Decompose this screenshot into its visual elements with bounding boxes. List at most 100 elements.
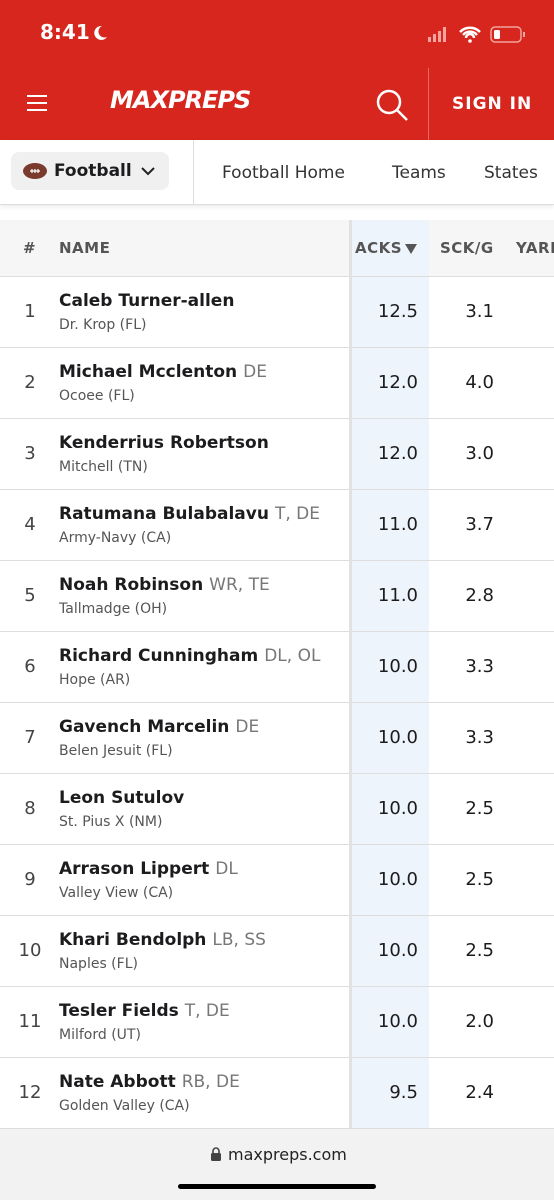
school: Hope (AR) [59,672,131,688]
sign-in-button[interactable]: SIGN IN [452,94,533,114]
player-position: WR, TE [209,575,270,595]
logo[interactable]: MAXPREPS [110,86,251,114]
moon-icon [94,25,107,40]
sport-name: Football [54,161,132,181]
player-line: Tesler Fields T, DE [59,1001,230,1021]
player-line: Arrason Lippert DL [59,859,238,879]
column-header[interactable]: ACKS [355,239,403,257]
divider [428,68,429,140]
player-name[interactable]: Leon Sutulov [59,788,185,808]
nav-link[interactable]: Teams [392,163,446,183]
table-row: 11 Tesler Fields T, DE Milford (UT) 10.0 2.0 [0,987,554,1058]
sacks-per-game: 2.5 [465,798,494,819]
table-row: 4 Ratumana Bulabalavu T, DE Army-Navy (CA) 1… [0,490,554,561]
sacks: 10.0 [377,727,418,748]
sacks: 12.0 [377,372,418,393]
sacks-per-game: 2.0 [465,1011,494,1032]
player-name[interactable]: Gavench Marcelin [59,717,230,737]
sacks-per-game: 3.7 [465,514,494,535]
sacks-per-game: 2.4 [465,1082,494,1103]
url[interactable]: maxpreps.com [228,1145,347,1164]
sacks: 10.0 [377,1011,418,1032]
player-line: Kenderrius Robertson [59,433,269,453]
rank: 8 [24,798,36,819]
rank: 11 [18,1011,42,1032]
school: Belen Jesuit (FL) [59,743,173,759]
nav-link[interactable]: States [484,163,538,183]
table-row: 3 Kenderrius Robertson Mitchell (TN) 12.0 3.… [0,419,554,490]
player-line: Caleb Turner-allen [59,291,234,311]
player-name[interactable]: Kenderrius Robertson [59,433,269,453]
home-indicator [178,1184,376,1189]
sacks: 10.0 [377,869,418,890]
school: St. Pius X (NM) [59,814,163,830]
lock-icon [211,1147,221,1161]
rank: 3 [24,443,36,464]
player-position: DE [235,717,260,737]
player-name[interactable]: Noah Robinson [59,575,204,595]
player-line: Khari Bendolph LB, SS [59,930,266,950]
player-line: Michael Mcclenton DE [59,362,267,382]
sacks: 11.0 [377,514,418,535]
sacks: 10.0 [377,798,418,819]
sacks-per-game: 2.5 [465,940,494,961]
sport-selector[interactable]: Football [11,152,169,190]
rank: 2 [24,372,36,393]
rank: 9 [24,869,36,890]
sacks: 9.5 [389,1082,418,1103]
table-row: 1 Caleb Turner-allen Dr. Krop (FL) 12.5 3.1 [0,277,554,348]
player-line: Nate Abbott RB, DE [59,1072,240,1092]
divider [193,140,194,204]
player-position: T, DE [274,504,320,524]
table-header: # NAME ACKS SCK/G YARDS [0,220,554,277]
player-position: RB, DE [181,1072,240,1092]
column-header[interactable]: SCK/G [440,239,494,257]
player-name[interactable]: Richard Cunningham [59,646,259,666]
school: Army-Navy (CA) [59,530,172,546]
sacks-per-game: 3.3 [465,727,494,748]
player-line: Richard Cunningham DL, OL [59,646,320,666]
search-button[interactable] [375,88,409,122]
player-name[interactable]: Nate Abbott [59,1072,176,1092]
browser-bar: maxpreps.com [0,1128,554,1200]
nav-link[interactable]: Football Home [222,163,345,183]
player-position: DE [243,362,267,382]
sport-nav: Football Football Home Teams States [0,140,554,205]
table-body: 1 Caleb Turner-allen Dr. Krop (FL) 12.5 3.1 2… [0,277,554,1128]
player-position: T, DE [184,1001,230,1021]
menu-button[interactable] [27,94,49,112]
table-row: 6 Richard Cunningham DL, OL Hope (AR) 10.0 3.… [0,632,554,703]
player-line: Ratumana Bulabalavu T, DE [59,504,320,524]
sacks-per-game: 4.0 [465,372,494,393]
player-position: DL, OL [264,646,321,666]
table-row: 12 Nate Abbott RB, DE Golden Valley (CA) 9.5… [0,1058,554,1128]
player-name[interactable]: Tesler Fields [59,1001,179,1021]
sacks: 12.5 [377,301,418,322]
status-icons [428,26,525,43]
chevron [141,167,155,176]
player-line: Gavench Marcelin DE [59,717,259,737]
player-name[interactable]: Michael Mcclenton [59,362,238,382]
player-line: Leon Sutulov [59,788,184,808]
frozen-divider [349,220,352,1128]
player-name[interactable]: Ratumana Bulabalavu [59,504,269,524]
rank: 10 [18,940,42,961]
column-header[interactable]: NAME [59,239,111,257]
sacks: 10.0 [377,656,418,677]
sacks-per-game: 3.1 [465,301,494,322]
player-name[interactable]: Arrason Lippert [59,859,210,879]
player-position: DL [215,859,238,879]
school: Dr. Krop (FL) [59,317,147,333]
school: Golden Valley (CA) [59,1098,190,1114]
school: Naples (FL) [59,956,138,972]
column-header[interactable]: YARDS [516,239,554,257]
rank: 1 [24,301,36,322]
sacks-per-game: 3.0 [465,443,494,464]
table-row: 8 Leon Sutulov St. Pius X (NM) 10.0 2.5 [0,774,554,845]
sacks-per-game: 2.5 [465,869,494,890]
player-name[interactable]: Caleb Turner-allen [59,291,235,311]
table-row: 7 Gavench Marcelin DE Belen Jesuit (FL) 10.0… [0,703,554,774]
school: Tallmadge (OH) [59,601,168,617]
player-line: Noah Robinson WR, TE [59,575,270,595]
player-name[interactable]: Khari Bendolph [59,930,207,950]
